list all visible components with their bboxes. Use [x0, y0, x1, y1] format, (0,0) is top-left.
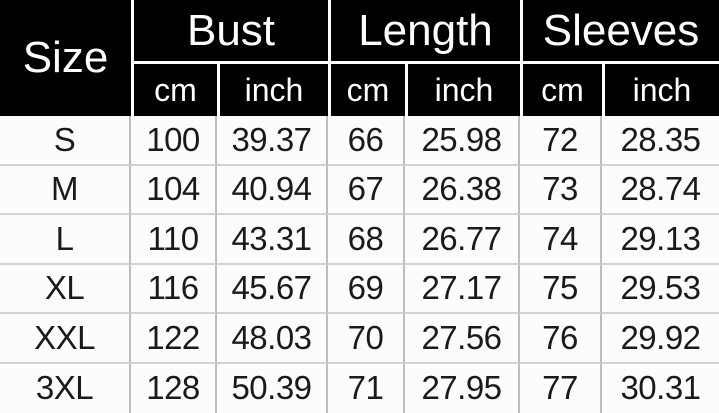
size-cell: XL: [0, 264, 131, 314]
header-length-inch: inch: [405, 64, 520, 116]
sleeves-inch-cell: 30.31: [602, 363, 719, 413]
sleeves-cm-cell: 74: [520, 215, 602, 265]
length-cm-cell: 71: [328, 363, 405, 413]
size-cell: S: [0, 116, 131, 166]
bust-inch-cell: 39.37: [217, 116, 328, 166]
length-inch-cell: 27.56: [405, 314, 520, 364]
length-inch-cell: 26.38: [405, 165, 520, 215]
bust-inch-cell: 40.94: [217, 165, 328, 215]
sleeves-cm-cell: 75: [520, 264, 602, 314]
header-bust-inch: inch: [217, 64, 328, 116]
sleeves-cm-cell: 72: [520, 116, 602, 166]
size-cell: L: [0, 215, 131, 265]
header-size: Size: [0, 0, 131, 116]
length-inch-cell: 27.17: [405, 264, 520, 314]
bust-inch-cell: 43.31: [217, 215, 328, 265]
bust-inch-cell: 50.39: [217, 363, 328, 413]
sleeves-inch-cell: 28.74: [602, 165, 719, 215]
sleeves-inch-cell: 29.92: [602, 314, 719, 364]
length-inch-cell: 25.98: [405, 116, 520, 166]
size-cell: 3XL: [0, 363, 131, 413]
header-bust-cm: cm: [131, 64, 217, 116]
header-sleeves-cm: cm: [520, 64, 602, 116]
header-length: Length: [328, 0, 520, 64]
length-inch-cell: 26.77: [405, 215, 520, 265]
bust-inch-cell: 45.67: [217, 264, 328, 314]
sleeves-inch-cell: 29.13: [602, 215, 719, 265]
sleeves-cm-cell: 73: [520, 165, 602, 215]
sleeves-cm-cell: 77: [520, 363, 602, 413]
length-inch-cell: 27.95: [405, 363, 520, 413]
bust-cm-cell: 104: [131, 165, 217, 215]
size-cell: M: [0, 165, 131, 215]
sleeves-inch-cell: 29.53: [602, 264, 719, 314]
bust-cm-cell: 128: [131, 363, 217, 413]
sleeves-cm-cell: 76: [520, 314, 602, 364]
length-cm-cell: 66: [328, 116, 405, 166]
bust-inch-cell: 48.03: [217, 314, 328, 364]
sleeves-inch-cell: 28.35: [602, 116, 719, 166]
bust-cm-cell: 100: [131, 116, 217, 166]
length-cm-cell: 70: [328, 314, 405, 364]
length-cm-cell: 68: [328, 215, 405, 265]
header-sleeves-inch: inch: [602, 64, 719, 116]
length-cm-cell: 67: [328, 165, 405, 215]
bust-cm-cell: 116: [131, 264, 217, 314]
header-bust: Bust: [131, 0, 328, 64]
size-cell: XXL: [0, 314, 131, 364]
bust-cm-cell: 110: [131, 215, 217, 265]
header-length-cm: cm: [328, 64, 405, 116]
length-cm-cell: 69: [328, 264, 405, 314]
header-sleeves: Sleeves: [520, 0, 719, 64]
bust-cm-cell: 122: [131, 314, 217, 364]
